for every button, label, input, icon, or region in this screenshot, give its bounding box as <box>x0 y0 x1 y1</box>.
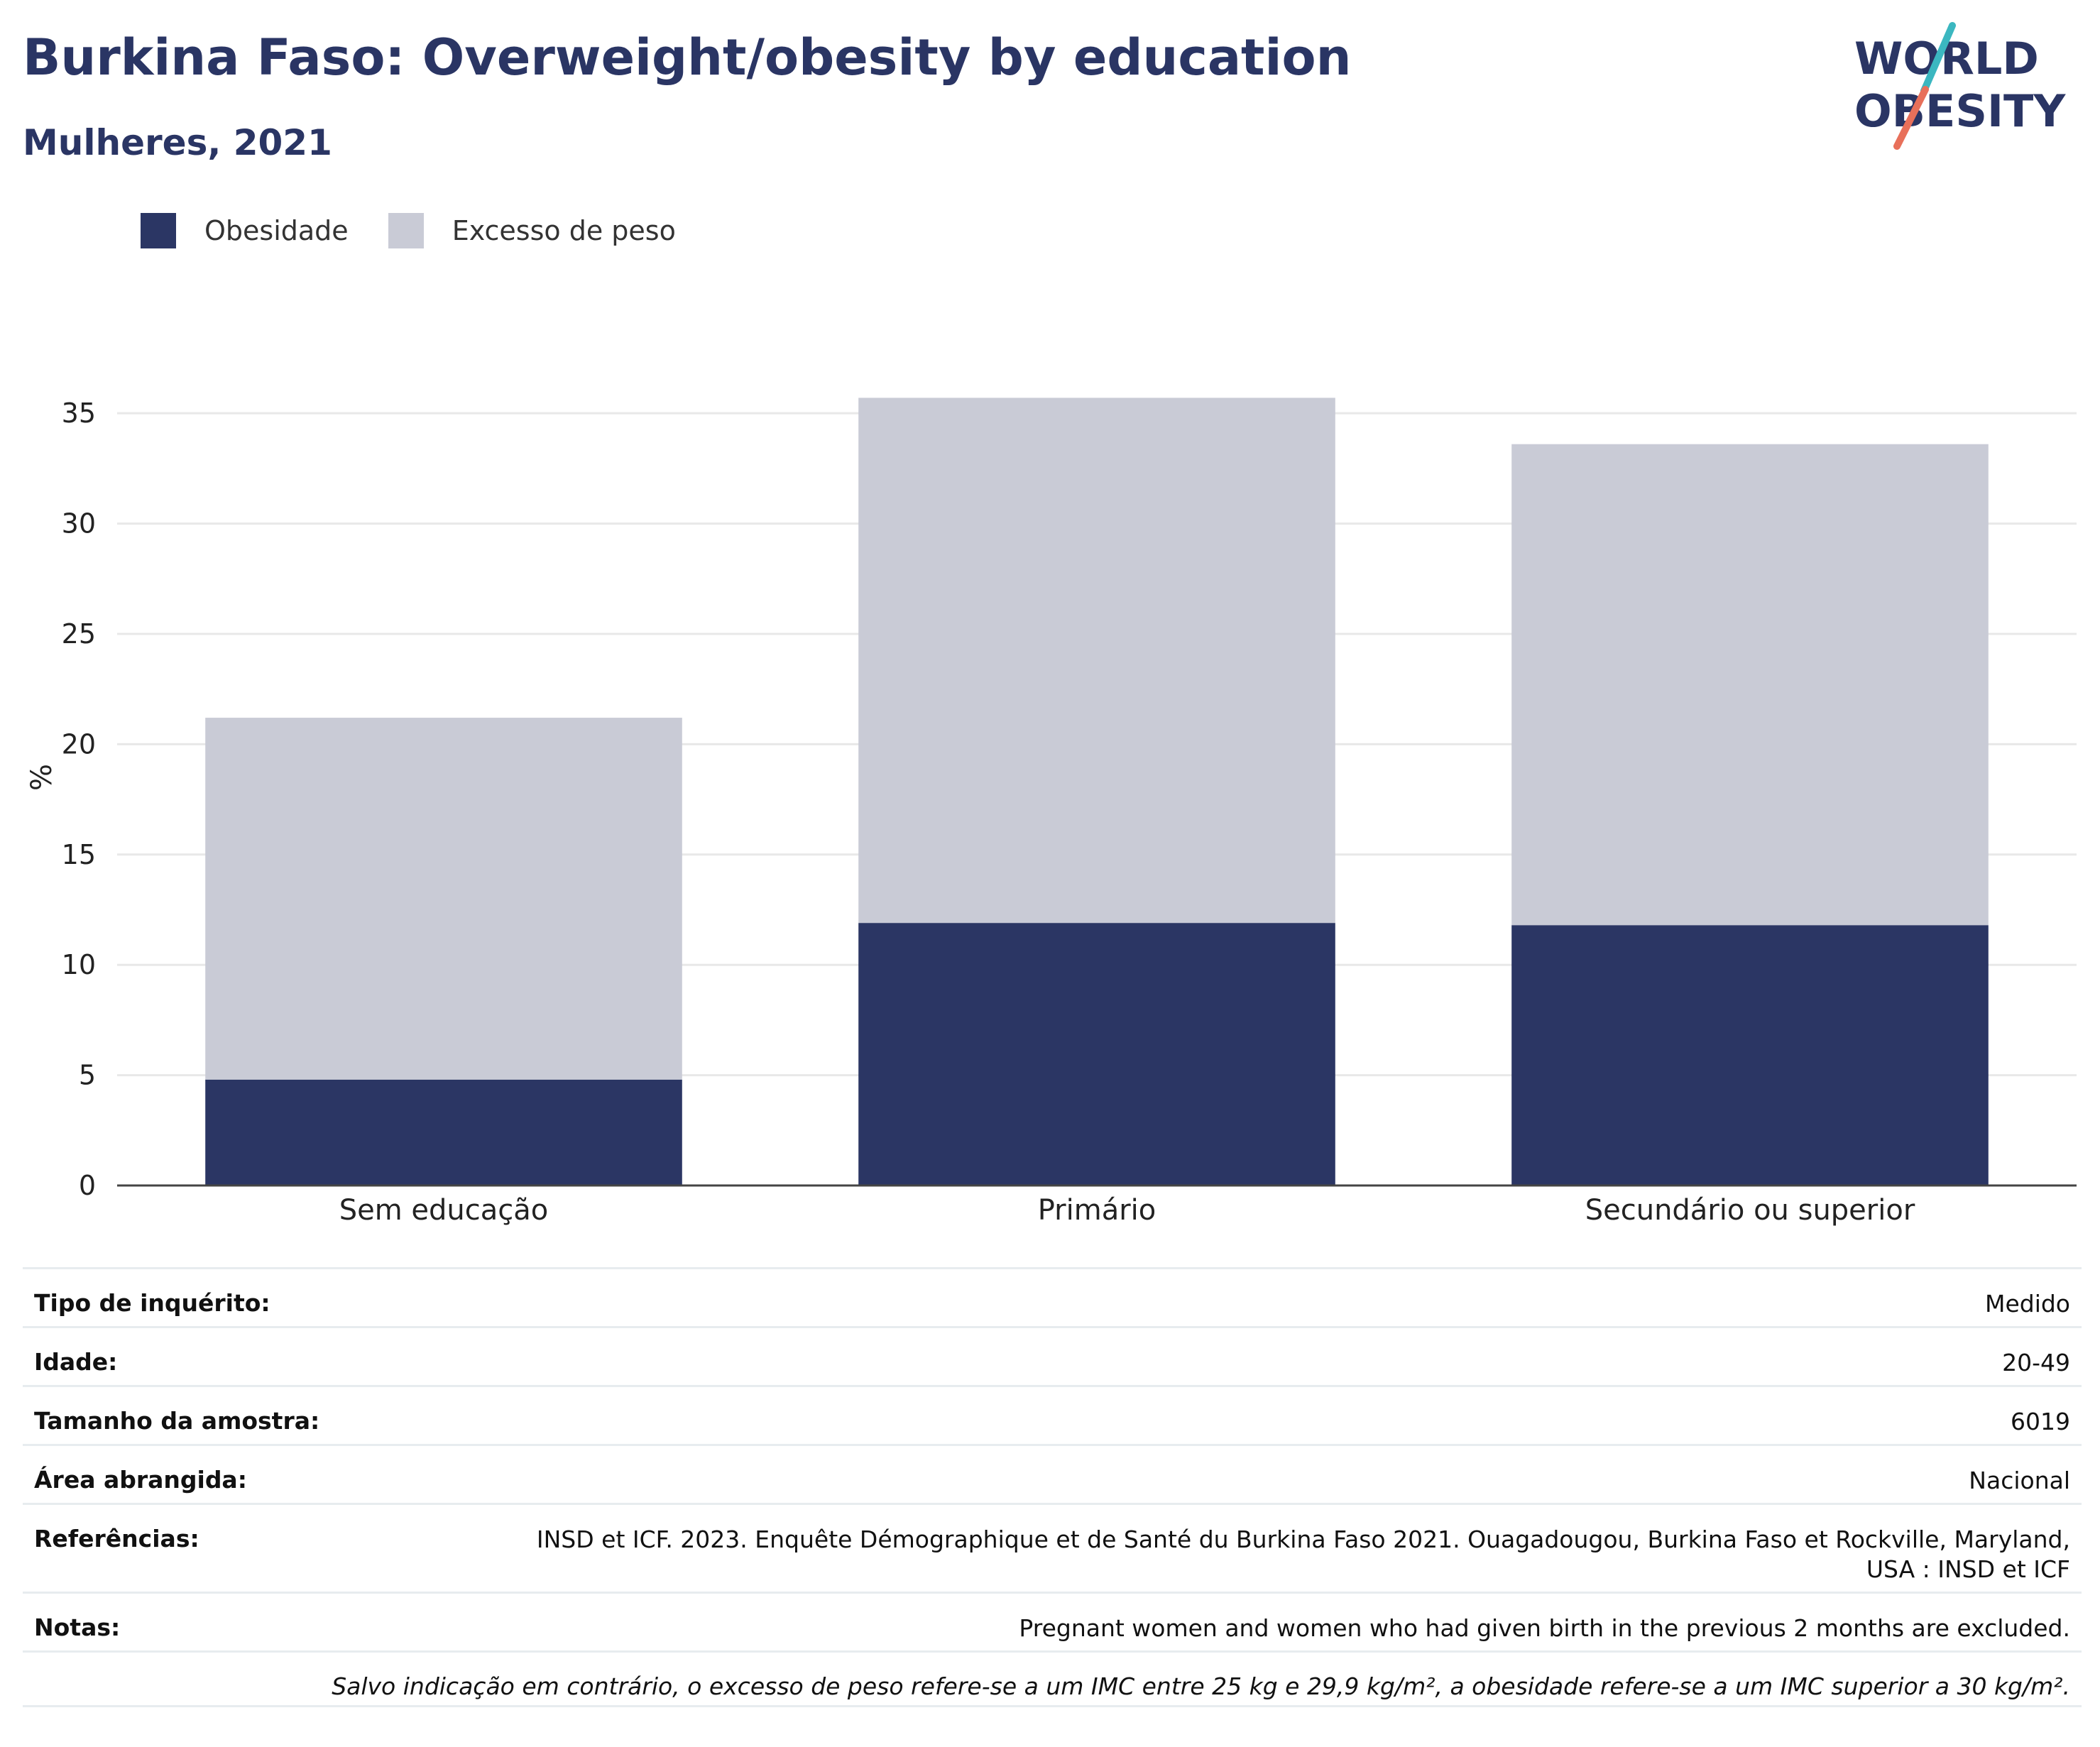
legend-label-overweight: Excesso de peso <box>452 215 676 246</box>
bar-obesity <box>1511 925 1989 1185</box>
bar-obesity <box>205 1079 682 1185</box>
bar-overweight <box>858 398 1335 924</box>
page-subtitle: Mulheres, 2021 <box>23 122 332 163</box>
chart-legend: Obesidade Excesso de peso <box>141 209 716 252</box>
y-tick-label: 35 <box>62 398 96 429</box>
info-value: 20-49 <box>2002 1349 2070 1376</box>
info-row-area: Área abrangida: Nacional <box>23 1444 2082 1503</box>
info-row-age: Idade: 20-49 <box>23 1326 2082 1385</box>
y-axis-title: % <box>26 764 58 791</box>
y-tick-label: 20 <box>62 728 96 760</box>
y-tick-label: 25 <box>62 618 96 650</box>
y-tick-label: 0 <box>79 1170 96 1201</box>
x-tick-label: Sem educação <box>339 1194 549 1227</box>
y-tick-label: 5 <box>79 1060 96 1091</box>
y-tick-label: 30 <box>62 508 96 540</box>
legend-item-obesity: Obesidade <box>141 213 349 248</box>
world-obesity-logo: WORLD OBESITY <box>1854 22 2066 150</box>
legend-swatch-obesity <box>141 213 176 248</box>
x-tick-label: Secundário ou superior <box>1585 1194 1915 1227</box>
logo-line2: OBESITY <box>1854 85 2066 137</box>
info-label: Tamanho da amostra: <box>34 1407 320 1435</box>
info-label: Área abrangida: <box>34 1466 247 1494</box>
y-tick-label: 15 <box>62 839 96 870</box>
legend-swatch-overweight <box>388 213 424 248</box>
info-label: Idade: <box>34 1348 118 1376</box>
legend-item-overweight: Excesso de peso <box>388 213 676 248</box>
info-value: Pregnant women and women who had given b… <box>1019 1614 2070 1642</box>
page-title: Burkina Faso: Overweight/obesity by educ… <box>23 28 1352 87</box>
info-value: INSD et ICF. 2023. Enquête Démographique… <box>536 1526 2070 1584</box>
info-label: Notas: <box>34 1614 121 1641</box>
stacked-bar-chart: 0 5 10 15 20 25 30 35% Sem educação Primário Secun… <box>26 398 2077 1227</box>
info-label: Tipo de inquérito: <box>34 1289 270 1317</box>
bar-overweight <box>205 718 682 1080</box>
info-row-notes: Notas: Pregnant women and women who had … <box>23 1592 2082 1650</box>
bar-obesity <box>858 923 1335 1185</box>
survey-info-table: Tipo de inquérito: Medido Idade: 20-49 T… <box>23 1267 2082 1707</box>
info-value: Nacional <box>1969 1467 2070 1494</box>
info-label: Referências: <box>34 1525 199 1552</box>
bmi-footnote: Salvo indicação em contrário, o excesso … <box>23 1650 2082 1707</box>
info-row-survey-type: Tipo de inquérito: Medido <box>23 1267 2082 1326</box>
x-tick-label: Primário <box>1038 1194 1156 1227</box>
info-value: 6019 <box>2011 1408 2070 1435</box>
info-row-references: Referências: INSD et ICF. 2023. Enquête … <box>23 1503 2082 1592</box>
legend-label-obesity: Obesidade <box>204 215 349 246</box>
info-row-sample-size: Tamanho da amostra: 6019 <box>23 1385 2082 1444</box>
bar-overweight <box>1511 444 1989 926</box>
info-value: Medido <box>1984 1290 2070 1318</box>
y-tick-label: 10 <box>62 949 96 980</box>
